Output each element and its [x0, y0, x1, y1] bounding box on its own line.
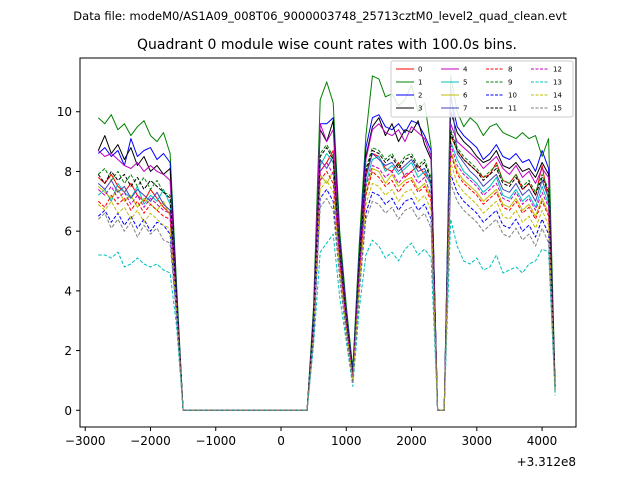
- series-line-4: [97, 123, 556, 411]
- plot-area-frame: [79, 57, 577, 428]
- legend-label: 7: [463, 105, 467, 113]
- x-tick-label: 1000: [331, 434, 362, 448]
- legend-label: 4: [463, 66, 468, 74]
- series-line-13: [98, 218, 556, 411]
- legend-label: 3: [418, 105, 422, 113]
- series-line-5: [97, 141, 556, 411]
- x-tick-label: −1000: [195, 434, 236, 448]
- series-line-15: [97, 182, 556, 411]
- series-line-11: [97, 132, 556, 411]
- legend-label: 8: [508, 66, 512, 74]
- legend-label: 6: [463, 92, 468, 100]
- legend-label: 11: [508, 105, 517, 113]
- series-line-12: [97, 144, 556, 411]
- y-tick-label: 2: [64, 344, 72, 358]
- legend-label: 9: [508, 79, 512, 87]
- legend-label: 15: [553, 105, 562, 113]
- figure-suptitle: Data file: modeM0/AS1A09_008T06_90000037…: [73, 9, 567, 23]
- legend-label: 0: [418, 66, 422, 74]
- x-tick-label: 3000: [462, 434, 493, 448]
- x-offset-label: +3.312e8: [517, 455, 576, 469]
- series-line-7: [97, 87, 556, 411]
- y-tick-label: 0: [64, 404, 72, 418]
- legend-label: 2: [418, 92, 422, 100]
- legend-label: 1: [418, 79, 422, 87]
- x-tick-label: −3000: [65, 434, 106, 448]
- y-tick-label: 4: [64, 284, 72, 298]
- legend-label: 14: [553, 92, 562, 100]
- chart-title: Quadrant 0 module wise count rates with …: [137, 37, 517, 53]
- legend-label: 13: [553, 79, 562, 87]
- x-tick-label: 2000: [396, 434, 427, 448]
- x-tick-label: 4000: [527, 434, 558, 448]
- series-line-8: [97, 153, 556, 411]
- legend-label: 10: [508, 92, 517, 100]
- series-line-14: [97, 162, 556, 411]
- legend-label: 12: [553, 66, 562, 74]
- y-tick-label: 6: [64, 225, 72, 239]
- y-tick-label: 10: [57, 105, 72, 119]
- series-line-10: [97, 173, 556, 411]
- legend-box: [390, 60, 574, 118]
- legend-label: 5: [463, 79, 467, 87]
- x-tick-label: 0: [277, 434, 285, 448]
- y-tick-label: 8: [64, 165, 72, 179]
- x-tick-label: −2000: [130, 434, 171, 448]
